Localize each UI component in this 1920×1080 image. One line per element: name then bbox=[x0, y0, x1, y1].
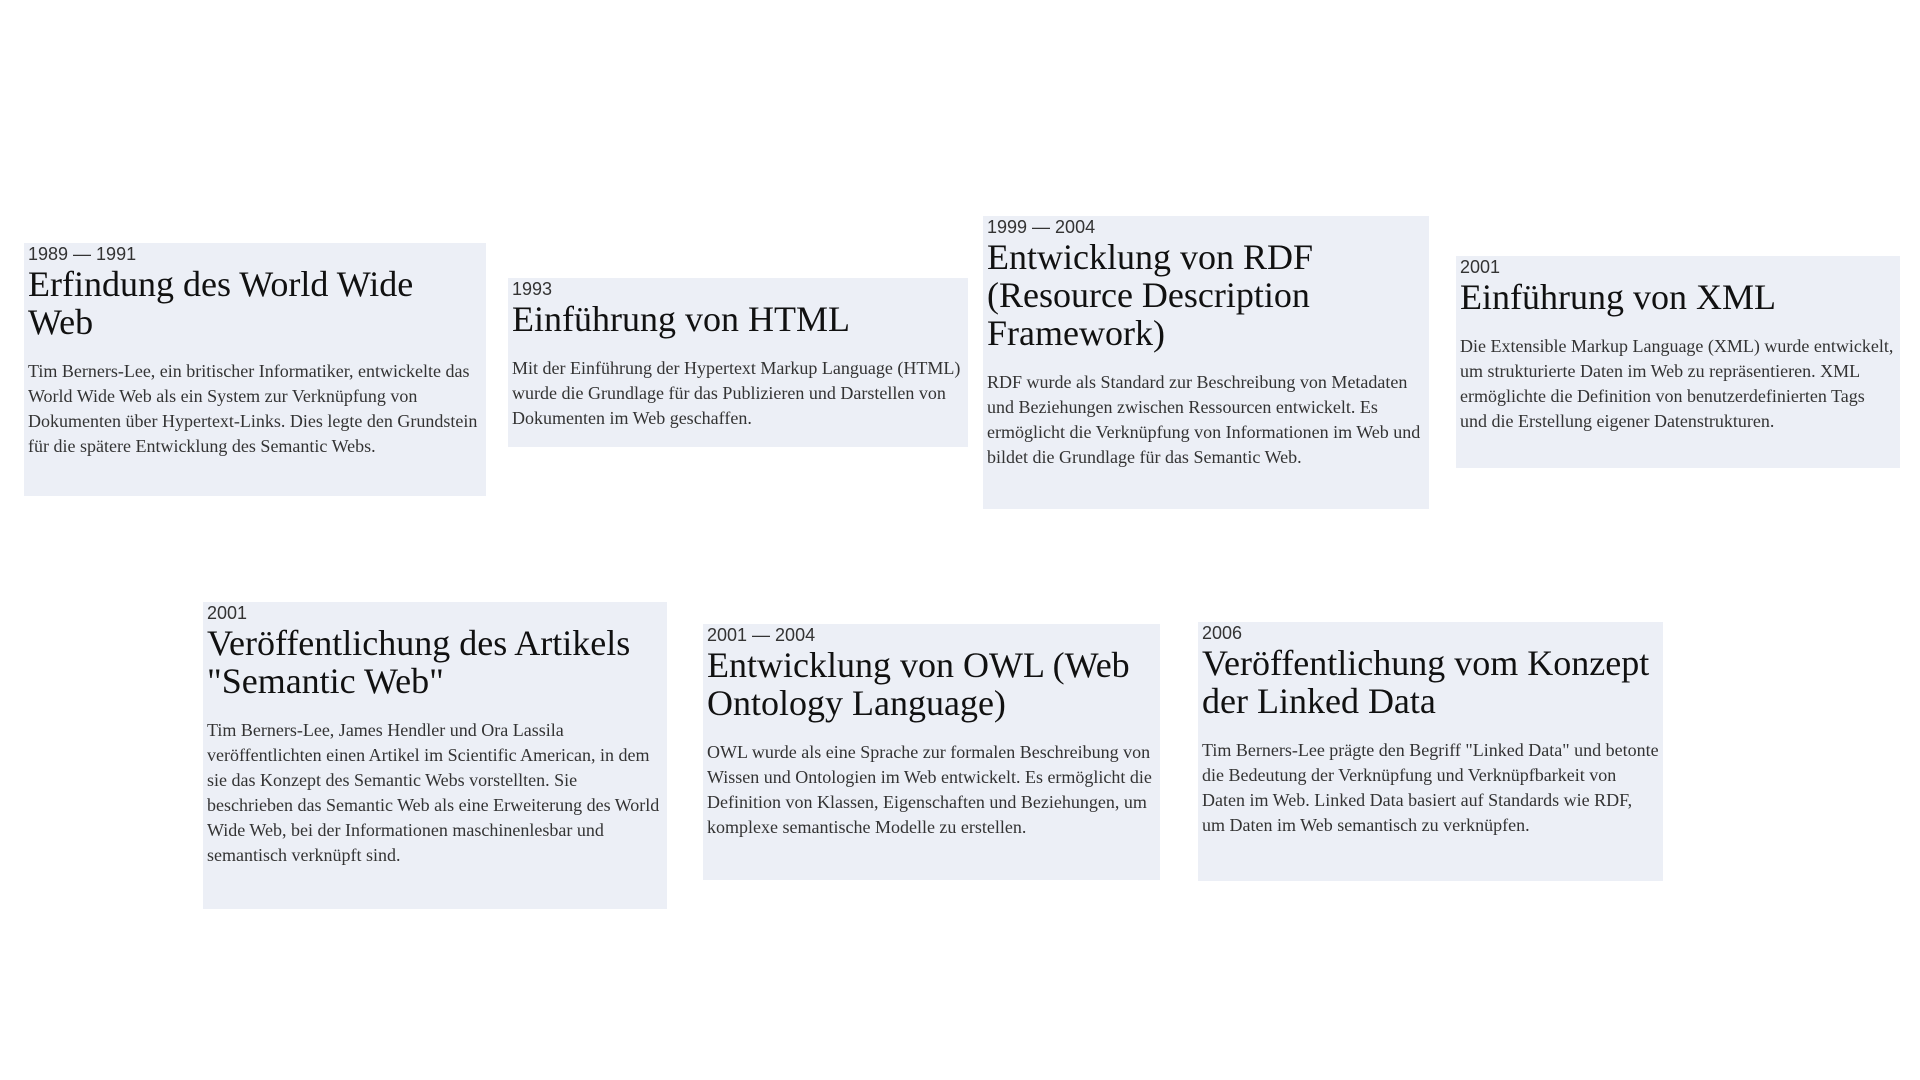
event-date: 2001 bbox=[1460, 257, 1501, 277]
event-title: Einführung von HTML bbox=[512, 299, 850, 339]
event-description: Die Extensible Markup Language (XML) wur… bbox=[1460, 336, 1894, 431]
timeline-event-card: 2001 Veröffentlichung des Artikels "Sema… bbox=[203, 602, 667, 909]
event-date: 1989 — 1991 bbox=[28, 244, 137, 264]
timeline-event-card: 2001 Einführung von XML Die Extensible M… bbox=[1456, 256, 1900, 468]
event-date: 2001 bbox=[207, 603, 248, 623]
event-date: 2006 bbox=[1202, 623, 1243, 643]
timeline-event-card: 2006 Veröffentlichung vom Konzept der Li… bbox=[1198, 622, 1663, 881]
event-date: 1993 bbox=[512, 279, 553, 299]
event-title: Veröffentlichung des Artikels "Semantic … bbox=[207, 623, 631, 701]
event-description: Tim Berners-Lee prägte den Begriff "Link… bbox=[1202, 740, 1659, 835]
event-title: Erfindung des World Wide Web bbox=[28, 264, 414, 342]
event-description: Tim Berners-Lee, ein britischer Informat… bbox=[28, 361, 478, 456]
event-title: Einführung von XML bbox=[1460, 277, 1776, 317]
event-date: 2001 — 2004 bbox=[707, 625, 816, 645]
event-description: RDF wurde als Standard zur Beschreibung … bbox=[987, 372, 1421, 467]
event-description: OWL wurde als eine Sprache zur formalen … bbox=[707, 742, 1152, 837]
timeline-event-card: 2001 — 2004 Entwicklung von OWL (Web Ont… bbox=[703, 624, 1160, 880]
event-title: Entwicklung von RDF (Resource Descriptio… bbox=[987, 237, 1314, 353]
timeline-event-card: 1999 — 2004 Entwicklung von RDF (Resourc… bbox=[983, 216, 1429, 509]
event-title: Veröffentlichung vom Konzept der Linked … bbox=[1202, 643, 1650, 721]
timeline-event-card: 1993 Einführung von HTML Mit der Einführ… bbox=[508, 278, 968, 447]
event-title: Entwicklung von OWL (Web Ontology Langua… bbox=[707, 645, 1130, 723]
event-date: 1999 — 2004 bbox=[987, 217, 1096, 237]
event-description: Mit der Einführung der Hypertext Markup … bbox=[512, 358, 961, 428]
event-description: Tim Berners-Lee, James Hendler und Ora L… bbox=[207, 720, 660, 865]
timeline-event-card: 1989 — 1991 Erfindung des World Wide Web… bbox=[24, 243, 486, 496]
